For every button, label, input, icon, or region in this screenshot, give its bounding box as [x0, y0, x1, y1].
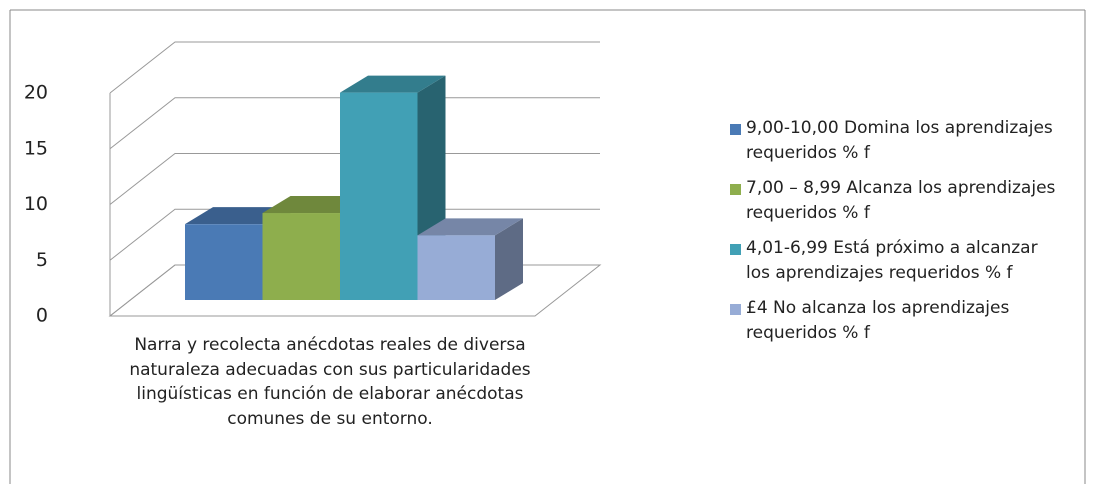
legend-label: £4 No alcanza los aprendizajes requerido… [746, 298, 1010, 343]
legend-swatch [730, 304, 741, 315]
bar-front [417, 235, 495, 300]
legend-label: 7,00 – 8,99 Alcanza los aprendizajes req… [746, 178, 1056, 223]
grid-line [109, 153, 600, 205]
legend-item: 9,00-10,00 Domina los aprendizajes reque… [730, 116, 1056, 166]
y-tick-label: 15 [24, 137, 48, 159]
legend-swatch [730, 184, 741, 195]
grid-line [109, 97, 600, 150]
grid-line [109, 41, 600, 94]
bar-front [185, 224, 263, 300]
y-tick-label: 0 [36, 305, 48, 327]
legend: 9,00-10,00 Domina los aprendizajes reque… [730, 116, 1070, 356]
grid-line [109, 208, 600, 261]
bar-top [417, 218, 523, 236]
legend-swatch [730, 244, 741, 255]
y-tick-label: 20 [24, 82, 48, 104]
bar [417, 218, 523, 300]
bar-front [340, 92, 418, 300]
bar-top [340, 75, 446, 93]
legend-item: 7,00 – 8,99 Alcanza los aprendizajes req… [730, 176, 1056, 226]
y-tick-label: 10 [24, 193, 48, 215]
bar-front [262, 213, 340, 300]
legend-item: £4 No alcanza los aprendizajes requerido… [730, 296, 1056, 346]
category-label: Narra y recolecta anécdotas reales de di… [129, 335, 531, 429]
legend-label: 9,00-10,00 Domina los aprendizajes reque… [746, 118, 1053, 163]
y-tick-label: 5 [36, 249, 48, 271]
legend-item: 4,01-6,99 Está próximo a alcanzar los ap… [730, 236, 1056, 286]
legend-swatch [730, 124, 741, 135]
bar-side [495, 218, 523, 300]
legend-label: 4,01-6,99 Está próximo a alcanzar los ap… [746, 238, 1038, 283]
